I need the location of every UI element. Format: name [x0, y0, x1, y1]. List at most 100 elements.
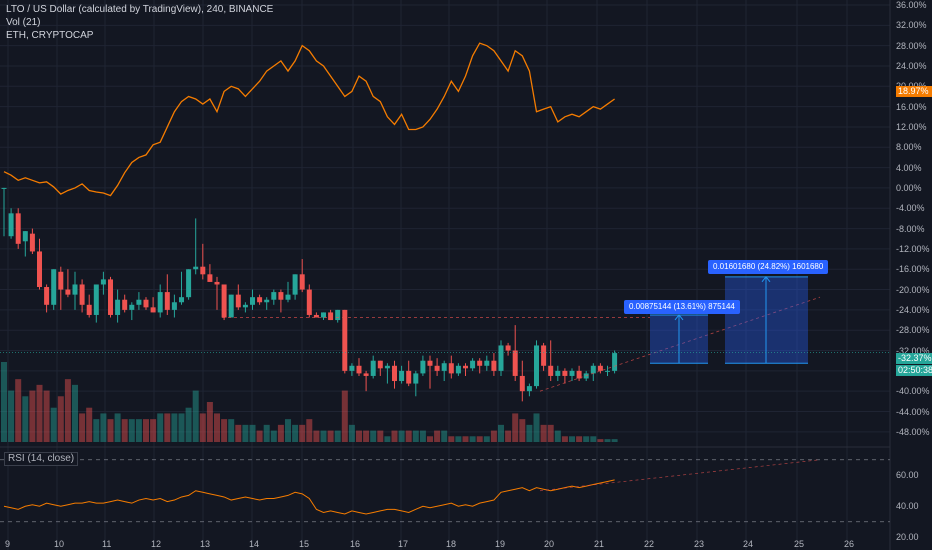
- candle-body: [370, 360, 376, 376]
- volume-bar: [221, 419, 228, 442]
- candle-body: [179, 297, 184, 303]
- candle-body: [434, 365, 440, 371]
- time-axis-label: 20: [544, 539, 555, 549]
- candle-body: [72, 284, 78, 295]
- candle-body: [306, 289, 312, 315]
- candle-body: [93, 284, 99, 315]
- time-axis-label: 10: [54, 539, 65, 549]
- volume-bar: [277, 424, 284, 442]
- volume-bar: [611, 439, 618, 442]
- candle-body: [51, 269, 57, 305]
- price-axis-label: -32.00%: [896, 345, 930, 356]
- volume-bar: [164, 413, 171, 442]
- time-axis-label: 25: [794, 539, 805, 549]
- price-axis-label: 36.00%: [896, 0, 927, 10]
- volume-bar: [214, 413, 220, 442]
- volume-bar: [107, 419, 114, 442]
- candle-body: [292, 274, 298, 295]
- candle-body: [29, 233, 35, 252]
- rsi-axis-label: 20.00: [896, 532, 919, 543]
- volume-bar: [306, 419, 313, 442]
- candle-body: [136, 299, 142, 305]
- candle-body: [470, 360, 476, 369]
- candle-body: [392, 365, 397, 382]
- candle-body: [313, 314, 319, 318]
- candle-body: [526, 386, 532, 392]
- candle-body: [477, 360, 483, 366]
- volume-bar: [448, 436, 455, 442]
- candle-body: [122, 299, 128, 310]
- measure-arrow-1-head: [674, 314, 684, 321]
- volume-bar: [320, 430, 327, 442]
- volume-bar: [36, 384, 43, 442]
- volume-bar: [72, 384, 78, 442]
- time-axis-label: 17: [398, 539, 409, 549]
- candle-body: [612, 353, 618, 371]
- price-axis-label: 16.00%: [896, 101, 927, 112]
- volume-bar: [185, 407, 192, 442]
- countdown-badge: 02:50:38: [896, 365, 932, 376]
- volume-bar: [434, 430, 441, 442]
- price-axis-label: 0.00%: [896, 182, 922, 193]
- candle-body: [86, 304, 92, 315]
- measure-label-2[interactable]: 0.01601680 (24.82%) 1601680: [708, 260, 829, 274]
- candle-body: [235, 294, 241, 308]
- candle-body: [157, 292, 163, 313]
- candle-body: [413, 373, 419, 384]
- candle-body: [597, 365, 603, 371]
- volume-bar: [263, 424, 270, 442]
- candle-body: [562, 370, 568, 376]
- candle-body: [335, 309, 341, 321]
- candle-body: [1, 187, 7, 189]
- measure-label-1[interactable]: 0.00875144 (13.61%) 875144: [624, 300, 740, 314]
- rsi-legend[interactable]: RSI (14, close): [4, 452, 79, 466]
- volume-bar: [576, 436, 583, 442]
- price-axis-label: 32.00%: [896, 20, 927, 31]
- time-axis-label: 9: [5, 539, 11, 549]
- volume-bar: [348, 424, 355, 442]
- volume-bar: [412, 430, 419, 442]
- volume-bar: [405, 430, 412, 442]
- volume-bar: [29, 390, 36, 442]
- volume-bar: [483, 436, 490, 442]
- candle-body: [463, 365, 468, 369]
- candle-body: [299, 274, 305, 290]
- volume-bar: [490, 430, 497, 442]
- price-axis-label: 12.00%: [896, 121, 927, 132]
- volume-bar: [363, 430, 370, 442]
- volume-bar: [498, 424, 504, 442]
- chart-legend: LTO / US Dollar (calculated by TradingVi…: [6, 3, 273, 42]
- volume-bar: [292, 424, 299, 442]
- eth-value-badge: 18.97%: [896, 86, 932, 97]
- volume-bar: [441, 430, 448, 442]
- candle-body: [115, 299, 121, 315]
- time-axis-label: 23: [694, 539, 705, 549]
- volume-bar: [235, 424, 242, 442]
- candle-body: [58, 271, 64, 290]
- candle-body: [441, 363, 447, 371]
- price-axis-label: -12.00%: [896, 243, 930, 254]
- time-axis-label: 21: [594, 539, 605, 549]
- time-axis-label: 24: [743, 539, 754, 549]
- candle-body: [498, 345, 504, 371]
- volume-bar: [199, 413, 206, 442]
- rsi-axis-label: 60.00: [896, 470, 919, 481]
- volume-bar: [249, 424, 256, 442]
- candle-body: [250, 297, 255, 305]
- volume-bar: [604, 439, 611, 442]
- volume-bars: [1, 362, 618, 442]
- trend-line: [539, 296, 821, 392]
- candle-body: [484, 360, 490, 366]
- candle-body: [448, 363, 454, 374]
- volume-bar: [341, 390, 348, 442]
- price-badge: -32.37%: [896, 353, 932, 364]
- volume-bar: [419, 430, 426, 442]
- volume-bar: [398, 430, 405, 442]
- legend-overlay: ETH, CRYPTOCAP: [6, 30, 94, 41]
- volume-bar: [22, 396, 29, 442]
- volume-bar: [462, 436, 469, 442]
- candle-body: [108, 279, 113, 315]
